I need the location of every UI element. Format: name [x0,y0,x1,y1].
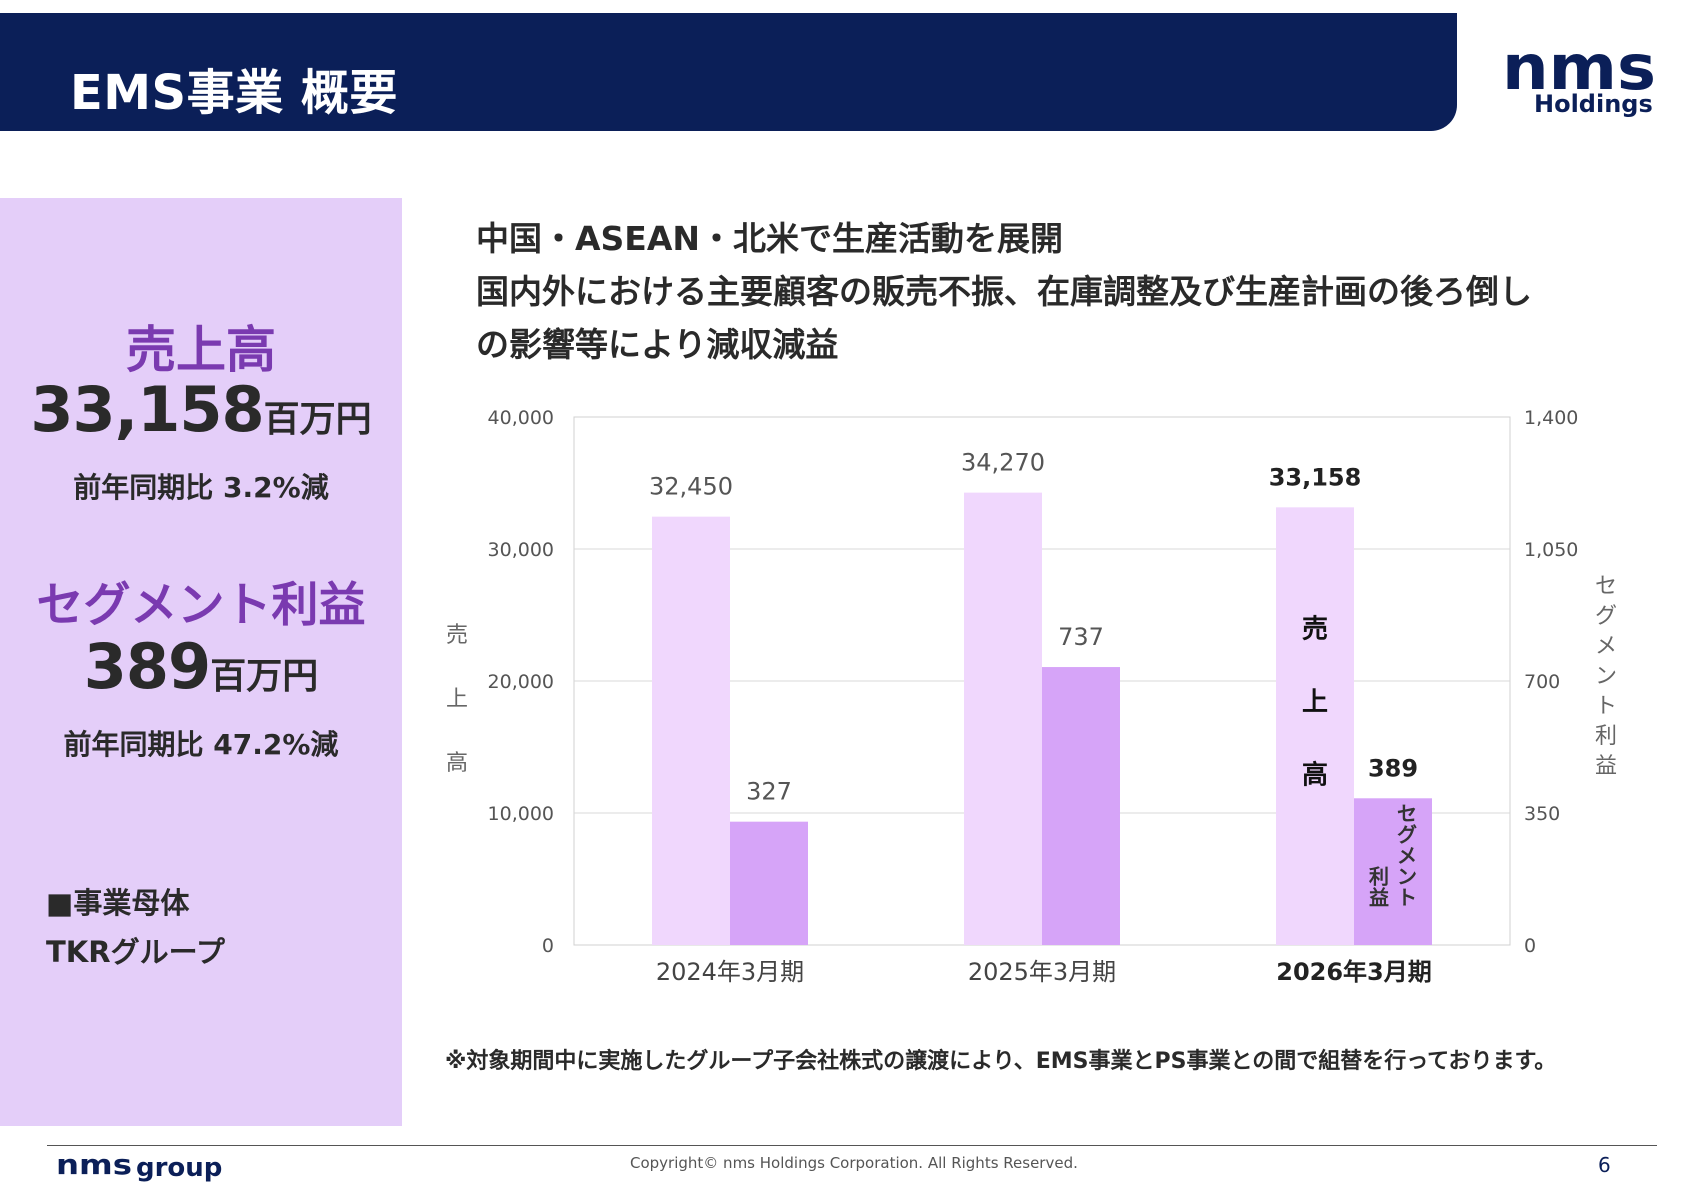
profit-change: 前年同期比 47.2%減 [63,728,339,761]
data-label-profit: 737 [1058,623,1104,651]
bar-profit [1042,667,1120,945]
inbar-profit-label-char: 利 [1369,864,1389,888]
y-left-tick-label: 20,000 [488,671,554,693]
profit-unit: 百万円 [210,656,319,697]
inbar-profit-label-char: メ [1397,843,1417,867]
y-left-tick-label: 40,000 [488,407,554,429]
footer-logo-sub: group [136,1153,222,1183]
inbar-profit-label-char: ト [1397,885,1417,909]
y-right-tick-label: 700 [1524,671,1560,693]
inbar-sales-label-char: 売 [1302,614,1328,644]
sales-profit-chart: 0 10,000 20,000 30,000 40,000 0 350 700 1,050 1,4… [446,407,1617,986]
y-right-axis-title-char: グ [1595,604,1617,629]
y-right-tick-label: 1,050 [1524,539,1578,561]
sales-value: 33,158百万円 [0,373,402,446]
bar-profit [1354,798,1432,945]
inbar-profit-label-char: グ [1397,822,1417,846]
inbar-sales-label-char: 高 [1302,759,1328,790]
headline-line-3: の影響等により減収減益 [476,325,839,364]
footer-logo-main: nms [56,1148,132,1181]
sales-unit: 百万円 [263,399,372,440]
sales-change: 前年同期比 3.2%減 [73,471,329,504]
page-number: 6 [1598,1153,1611,1177]
y-left-axis-title-char: 高 [446,751,468,776]
sales-label: 売上高 [126,321,276,379]
headline-line-1: 中国・ASEAN・北米で生産活動を展開 [476,219,1064,258]
y-right-tick-label: 0 [1524,935,1536,957]
y-left-axis-title-char: 上 [446,687,468,712]
page-title: EMS事業 概要 [70,65,398,121]
y-right-axis-title-char: 利 [1595,724,1617,749]
footer-divider [47,1145,1657,1146]
inbar-profit-label-char: 益 [1369,885,1389,909]
y-right-axis-title-char: ン [1595,664,1617,689]
profit-value: 389百万円 [0,630,402,703]
y-right-axis-title-char: メ [1595,634,1617,659]
bar-profit [730,821,808,945]
y-left-axis-title-char: 売 [446,623,468,648]
headline-line-2: 国内外における主要顧客の販売不振、在庫調整及び生産計画の後ろ倒し [476,272,1532,311]
y-right-axis-title-char: 益 [1595,754,1617,779]
data-label-profit: 389 [1368,754,1418,782]
header-bar: EMS事業 概要 [0,13,1457,131]
data-label-profit: 327 [746,778,792,806]
y-left-tick-label: 10,000 [488,803,554,825]
footnote: ※対象期間中に実施したグループ子会社株式の譲渡により、EMS事業とPS事業との間… [445,1049,1557,1074]
nms-holdings-logo: nms [1502,35,1656,104]
y-right-tick-label: 1,400 [1524,407,1578,429]
logo-text: nms [1502,35,1656,104]
inbar-profit-label-char: ン [1397,864,1417,888]
inbar-profit-label-char: セ [1397,801,1417,825]
data-label-sales: 33,158 [1269,463,1362,491]
inbar-sales-label-char: 上 [1302,687,1328,717]
profit-number: 389 [83,630,211,703]
bar-sales [964,492,1042,945]
bar-sales [652,516,730,945]
category-label: 2026年3月期 [1276,958,1432,986]
business-heading: ■事業母体 [46,886,190,920]
copyright: Copyright© nms Holdings Corporation. All… [630,1154,1078,1172]
data-label-sales: 34,270 [961,449,1045,477]
category-label: 2025年3月期 [968,958,1116,986]
y-right-axis-title-char: ト [1595,694,1617,719]
y-left-tick-label: 0 [542,935,554,957]
sales-number: 33,158 [30,373,264,446]
y-right-tick-label: 350 [1524,803,1560,825]
business-value: TKRグループ [46,935,225,969]
kpi-panel: 売上高 33,158百万円 前年同期比 3.2%減 セグメント利益 389百万円… [0,198,402,1126]
category-label: 2024年3月期 [656,958,804,986]
nms-group-logo: nms group [56,1148,222,1183]
y-right-axis-title-char: セ [1595,574,1617,599]
y-left-tick-label: 30,000 [488,539,554,561]
logo-subtitle: Holdings [1534,90,1653,118]
profit-label: セグメント利益 [36,578,366,633]
data-label-sales: 32,450 [649,473,733,501]
bar-sales [1276,507,1354,945]
